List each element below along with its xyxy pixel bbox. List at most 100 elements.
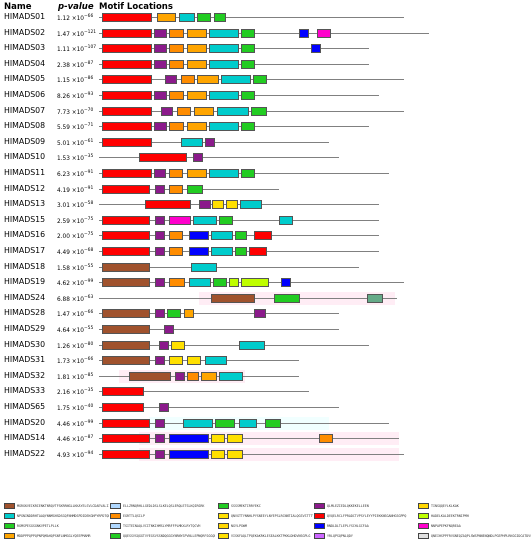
motif-box [227, 434, 243, 444]
motif-box [184, 309, 194, 319]
legend-sequence: VISKFAQLTPQEKAKRKLESEALKKTPKKLDHDVNSGPLG [231, 534, 311, 538]
gene-name: HIMADS33 [4, 386, 46, 396]
p-value-mantissa: 3.01 [57, 203, 70, 210]
sequence-line [99, 95, 379, 96]
gene-name: HIMADS16 [4, 230, 46, 240]
motif-box [209, 91, 239, 100]
motif-box [319, 434, 333, 444]
p-value-times-ten: ×10 [69, 328, 84, 334]
motif-locations-header: Motif Locations [99, 2, 173, 12]
gene-row: HIMADS14 4.46 ×10−87 [0, 432, 532, 446]
legend-swatch [110, 513, 121, 519]
motif-box [221, 75, 251, 85]
motif-box [209, 59, 239, 69]
gene-name: HIMADS18 [4, 261, 46, 271]
p-value-times-ten: ×10 [69, 94, 84, 100]
p-value: 5.01 ×10−61 [57, 136, 93, 150]
motif-box [154, 122, 167, 132]
p-value: 7.73 ×10−70 [57, 105, 93, 119]
motif-box [102, 356, 150, 366]
gene-row: HIMADS28 1.47 ×10−66 [0, 307, 532, 319]
p-value-exponent: −66 [84, 14, 94, 19]
motif-box [241, 278, 269, 288]
pvalue-header: p-value [58, 2, 94, 12]
motif-box [159, 340, 169, 350]
legend-sequence: HADELKALDEEKTRNIPMH [431, 514, 469, 518]
p-value-exponent: −87 [84, 60, 94, 66]
motif-box [209, 169, 239, 178]
legend-swatch [4, 513, 15, 519]
legend-sequence: RGMSPESGSGNKVPETLPLLK [17, 524, 59, 528]
motif-box [165, 75, 177, 85]
motif-box [193, 215, 217, 225]
legend-sequence: MDDPPPQPPQPNPQMAHQPSNFLNMGGLYQEEPMAMR [17, 534, 91, 538]
p-value: 1.47 ×10−121 [57, 27, 96, 41]
p-value-times-ten: ×10 [69, 452, 84, 459]
legend-swatch [218, 523, 229, 529]
gene-name: HIMADS28 [4, 308, 46, 318]
p-value-times-ten: ×10 [69, 218, 84, 225]
motif-box [154, 91, 167, 100]
legend-swatch [4, 523, 15, 529]
p-value-mantissa: 1.81 [57, 374, 70, 381]
motif-box [189, 247, 209, 256]
sequence-line [99, 266, 359, 268]
motif-box [187, 91, 207, 100]
p-value-exponent: −87 [84, 435, 94, 441]
gene-row: HIMADS19 4.62 ×10−99 [0, 276, 532, 288]
motif-box [155, 278, 165, 288]
gene-name: HIMADS31 [4, 355, 46, 365]
motif-box [179, 13, 195, 22]
p-value-mantissa: 1.47 [57, 312, 70, 319]
p-value-exponent: −55 [84, 326, 94, 331]
motif-box [169, 59, 184, 69]
motif-box [251, 106, 267, 116]
gene-row: HIMADS33 2.16 ×10−35 [0, 385, 532, 397]
p-value-times-ten: ×10 [69, 47, 84, 54]
motif-box [213, 278, 227, 288]
p-value-times-ten: ×10 [69, 125, 84, 132]
p-value-mantissa: 1.47 [57, 31, 70, 38]
motif-box [209, 122, 239, 132]
motif-box [241, 122, 255, 132]
motif-box [169, 449, 209, 459]
p-value-times-ten: ×10 [69, 265, 84, 272]
legend-swatch [314, 503, 325, 509]
motif-box [197, 13, 211, 22]
motif-box [205, 356, 227, 366]
gene-row: HIMADS16 2.00 ×10−75 [0, 229, 532, 241]
motif-box [211, 434, 225, 444]
gene-row: HIMADS04 2.38 ×10−87 [0, 58, 532, 70]
gene-row: HIMADS15 2.59 ×10−75 [0, 214, 532, 226]
p-value-mantissa: 6.23 [57, 172, 70, 178]
gene-name: HIMADS09 [4, 136, 46, 146]
motif-box [215, 418, 235, 428]
sequence-line [99, 204, 379, 206]
sequence-line [99, 329, 339, 330]
p-value-times-ten: ×10 [69, 312, 84, 319]
motif-box [169, 184, 183, 194]
p-value-mantissa: 1.15 [57, 78, 70, 85]
motif-box [102, 122, 152, 132]
p-value-times-ten: ×10 [69, 281, 84, 288]
gene-name: HIMADS19 [4, 277, 46, 287]
motif-box [102, 184, 150, 194]
gene-row: HIMADS11 6.23 ×10−91 [0, 167, 532, 179]
legend-sequence: RNDLDLTLEPLYSCHLGCFAA [327, 524, 369, 528]
p-value-exponent: −107 [84, 45, 97, 51]
gene-row: HIMADS18 1.58 ×10−55 [0, 261, 532, 273]
legend-swatch [418, 513, 429, 519]
motif-box [211, 231, 233, 241]
p-value: 1.11 ×10−107 [57, 42, 96, 56]
motif-box [155, 449, 165, 459]
p-value-times-ten: ×10 [69, 296, 84, 303]
legend-swatch [314, 523, 325, 529]
p-value-exponent: −68 [84, 248, 94, 253]
motif-box [155, 247, 165, 256]
motif-box [167, 309, 181, 319]
motif-box [211, 293, 255, 303]
sequence-line [99, 313, 339, 315]
gene-name: HIMADS15 [4, 214, 46, 224]
p-value-times-ten: ×10 [69, 250, 84, 256]
motif-box [249, 247, 267, 256]
